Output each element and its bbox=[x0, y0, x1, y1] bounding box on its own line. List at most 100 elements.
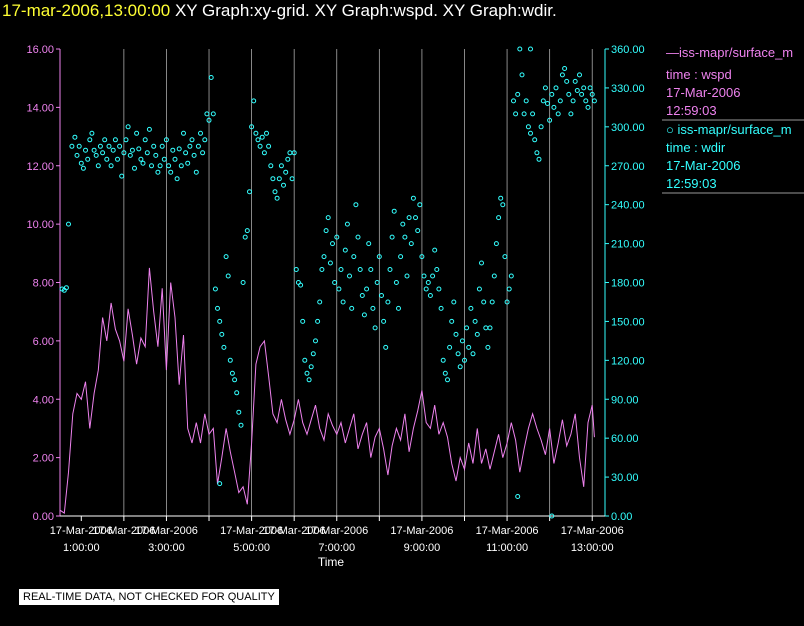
wdir-point bbox=[117, 143, 123, 149]
x-tick-time: 9:00:00 bbox=[404, 542, 441, 554]
wdir-point bbox=[232, 377, 238, 383]
wdir-point bbox=[408, 241, 414, 247]
wdir-point bbox=[513, 111, 519, 117]
wdir-point bbox=[142, 137, 148, 143]
wdir-point bbox=[63, 285, 69, 291]
wdir-point bbox=[212, 286, 218, 292]
wdir-point bbox=[525, 124, 531, 130]
wdir-point bbox=[132, 165, 137, 171]
wdir-point bbox=[193, 169, 199, 175]
left-tick-label: 8.00 bbox=[33, 278, 54, 290]
wdir-point bbox=[511, 98, 516, 104]
wdir-point bbox=[357, 267, 363, 272]
wdir-point bbox=[87, 137, 93, 143]
wdir-point bbox=[342, 247, 348, 253]
wdir-point bbox=[89, 130, 95, 136]
wdir-point bbox=[270, 176, 276, 182]
wdir-point bbox=[304, 370, 310, 376]
wdir-point bbox=[95, 163, 101, 169]
wdir-point bbox=[217, 318, 223, 324]
wdir-point bbox=[206, 117, 212, 123]
wdir-point bbox=[85, 156, 91, 162]
wdir-point bbox=[370, 305, 376, 311]
wdir-point bbox=[66, 221, 71, 227]
wdir-point bbox=[319, 267, 325, 272]
wdir-point bbox=[166, 163, 172, 169]
wdir-point bbox=[528, 130, 533, 136]
wdir-point bbox=[549, 91, 555, 97]
wdir-point bbox=[310, 351, 316, 357]
wdir-point bbox=[93, 152, 99, 158]
left-tick-label: 0.00 bbox=[33, 511, 54, 523]
wdir-point bbox=[300, 318, 306, 324]
x-tick-date: 17-Mar-2006 bbox=[135, 525, 198, 537]
wdir-point bbox=[149, 163, 154, 169]
wdir-point bbox=[585, 104, 591, 110]
wdir-point bbox=[247, 189, 252, 195]
wdir-point bbox=[423, 286, 429, 292]
wdir-point bbox=[289, 176, 295, 182]
x-tick-date: 17-Mar-2006 bbox=[390, 525, 453, 537]
wdir-point bbox=[479, 260, 484, 266]
right-tick-label: 60.00 bbox=[611, 433, 639, 445]
wdir-point bbox=[306, 377, 312, 383]
wdir-point bbox=[562, 66, 568, 71]
x-tick-time: 13:00:00 bbox=[571, 542, 614, 554]
wdir-point bbox=[104, 156, 110, 162]
wdir-point bbox=[253, 130, 259, 136]
wdir-point bbox=[102, 137, 108, 143]
wdir-point bbox=[372, 325, 378, 331]
wdir-point bbox=[338, 267, 344, 272]
legend-wspd-line3: 17-Mar-2006 bbox=[666, 85, 741, 100]
wdir-point bbox=[91, 147, 97, 153]
wdir-point bbox=[291, 150, 297, 156]
wdir-point bbox=[187, 143, 193, 149]
header-title: XY Graph:xy-grid. XY Graph:wspd. XY Grap… bbox=[170, 1, 557, 20]
wdir-point bbox=[355, 234, 361, 240]
wdir-point bbox=[134, 130, 140, 136]
wdir-point bbox=[436, 286, 442, 292]
wdir-point bbox=[572, 78, 578, 84]
wdir-point bbox=[359, 293, 365, 298]
right-tick-label: 210.00 bbox=[611, 239, 645, 251]
wdir-point bbox=[468, 305, 474, 311]
wdir-point bbox=[127, 152, 133, 158]
wdir-point bbox=[528, 46, 533, 52]
wdir-point bbox=[240, 280, 246, 285]
wdir-point bbox=[462, 357, 467, 363]
wdir-point bbox=[223, 254, 229, 260]
wdir-point bbox=[129, 147, 135, 153]
wdir-point bbox=[432, 247, 438, 253]
wdir-point bbox=[587, 85, 593, 91]
wdir-point bbox=[321, 254, 327, 260]
wdir-point bbox=[385, 299, 391, 305]
wdir-point bbox=[210, 111, 216, 117]
wdir-point bbox=[440, 357, 446, 363]
wdir-point bbox=[174, 176, 180, 182]
wdir-point bbox=[557, 98, 563, 104]
wdir-point bbox=[532, 137, 538, 143]
wdir-point bbox=[200, 150, 206, 156]
wdir-point bbox=[366, 241, 372, 247]
wdir-point bbox=[334, 234, 340, 240]
wdir-point bbox=[136, 146, 142, 152]
wdir-point bbox=[485, 344, 491, 350]
wdir-point bbox=[353, 202, 359, 208]
wdir-point bbox=[589, 91, 595, 97]
wdir-point bbox=[325, 215, 331, 221]
wdir-point bbox=[434, 267, 440, 272]
wdir-point bbox=[383, 344, 389, 350]
wdir-point bbox=[315, 318, 321, 324]
wdir-point bbox=[474, 331, 480, 337]
wdir-point bbox=[347, 273, 352, 279]
wdir-point bbox=[219, 331, 225, 337]
quality-note: REAL-TIME DATA, NOT CHECKED FOR QUALITY bbox=[19, 589, 279, 605]
wdir-point bbox=[421, 273, 427, 279]
wdir-point bbox=[181, 130, 186, 136]
wdir-point bbox=[417, 202, 423, 208]
wdir-point bbox=[78, 160, 84, 166]
wdir-point bbox=[566, 91, 572, 97]
wdir-point bbox=[276, 176, 282, 182]
wdir-point bbox=[400, 221, 406, 227]
wdir-point bbox=[457, 364, 463, 370]
